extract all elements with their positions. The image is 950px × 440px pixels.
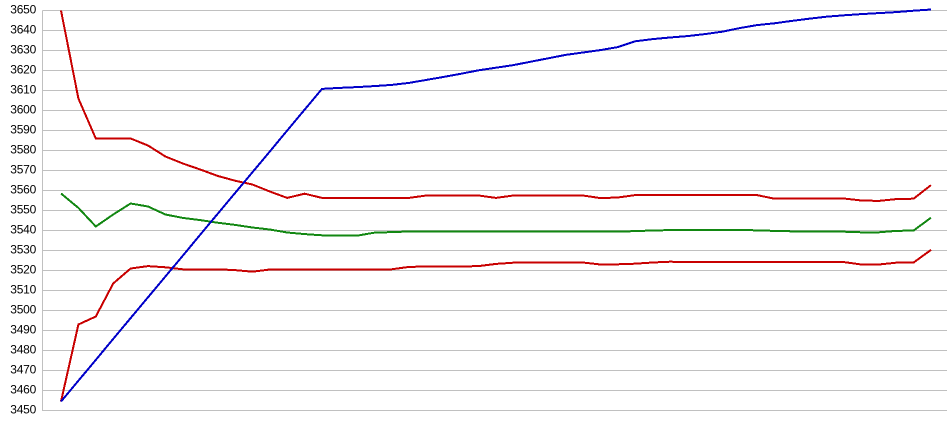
svg-text:3640: 3640 xyxy=(10,23,36,37)
svg-text:3650: 3650 xyxy=(10,3,36,17)
svg-text:3480: 3480 xyxy=(10,343,36,357)
svg-text:3520: 3520 xyxy=(10,263,36,277)
svg-text:3550: 3550 xyxy=(10,203,36,217)
svg-text:3560: 3560 xyxy=(10,183,36,197)
svg-text:3510: 3510 xyxy=(10,283,36,297)
svg-text:3450: 3450 xyxy=(10,403,36,417)
svg-text:3570: 3570 xyxy=(10,163,36,177)
svg-text:3590: 3590 xyxy=(10,123,36,137)
svg-text:3500: 3500 xyxy=(10,303,36,317)
svg-text:3610: 3610 xyxy=(10,83,36,97)
svg-text:3530: 3530 xyxy=(10,243,36,257)
svg-text:3620: 3620 xyxy=(10,63,36,77)
svg-text:3490: 3490 xyxy=(10,323,36,337)
svg-text:3600: 3600 xyxy=(10,103,36,117)
svg-text:3540: 3540 xyxy=(10,223,36,237)
svg-text:3460: 3460 xyxy=(10,383,36,397)
svg-text:3470: 3470 xyxy=(10,363,36,377)
svg-text:3580: 3580 xyxy=(10,143,36,157)
svg-text:3630: 3630 xyxy=(10,43,36,57)
